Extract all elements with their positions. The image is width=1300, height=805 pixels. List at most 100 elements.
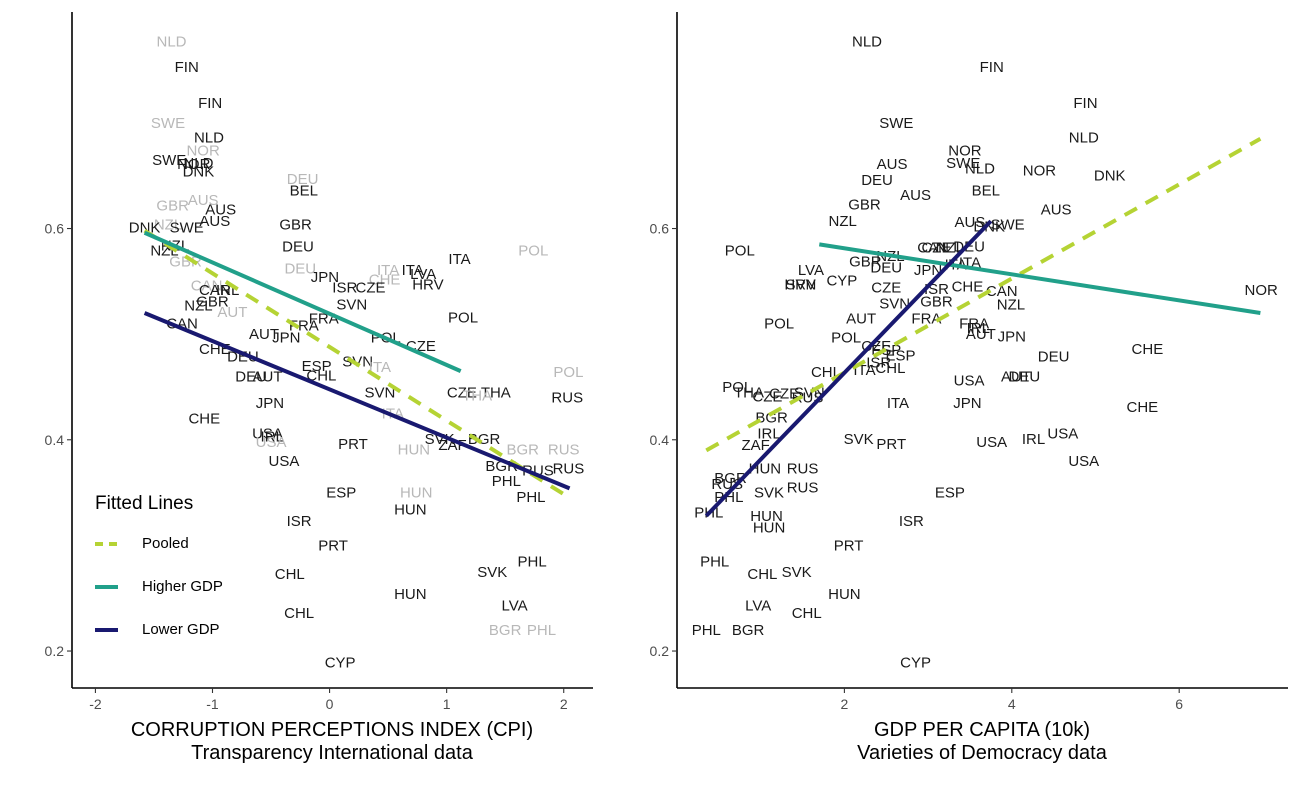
- point-label: CHL: [306, 367, 336, 384]
- point-label: BEL: [972, 183, 1000, 200]
- point-label: SVN: [785, 277, 816, 294]
- point-label: ITA: [887, 395, 909, 412]
- point-label: GBR: [848, 196, 881, 213]
- point-label: ESP: [935, 485, 965, 502]
- point-label: GBR: [169, 253, 202, 270]
- point-label: HUN: [828, 586, 861, 603]
- point-label: NOR: [1245, 282, 1279, 299]
- point-label: CYP: [325, 655, 356, 672]
- point-label: IRL: [1022, 431, 1045, 448]
- point-label: RUS: [787, 479, 819, 496]
- point-label: PHL: [518, 553, 547, 570]
- point-label: CHL: [284, 605, 314, 622]
- point-label: FIN: [198, 95, 222, 112]
- point-label: POL: [722, 379, 752, 396]
- point-label: SWE: [170, 220, 204, 237]
- point-label: ISR: [332, 280, 357, 297]
- point-label: CZE: [871, 280, 901, 297]
- legend-label-lower-gdp: Lower GDP: [142, 621, 220, 638]
- point-label: DEU: [861, 172, 893, 189]
- point-label: BGR: [755, 410, 788, 427]
- point-label: CYP: [900, 655, 931, 672]
- point-label: SVK: [425, 431, 455, 448]
- point-label: HUN: [398, 441, 431, 458]
- point-label: ISR: [899, 513, 924, 530]
- point-label: IRL: [261, 429, 284, 446]
- point-label: LVA: [745, 598, 771, 615]
- point-label: AUS: [955, 214, 986, 231]
- x-tick-label: 2: [560, 696, 568, 712]
- point-label: NLD: [1069, 130, 1099, 147]
- point-label: PHL: [700, 553, 729, 570]
- point-label: AUS: [199, 213, 230, 230]
- x-tick-label: -2: [89, 696, 102, 712]
- point-label: CAN: [917, 240, 949, 257]
- point-label: LVA: [798, 262, 824, 279]
- point-label: DEU: [870, 260, 902, 277]
- point-label: ISR: [866, 355, 891, 372]
- x-tick-label: 6: [1175, 696, 1183, 712]
- point-label: BEL: [290, 183, 318, 200]
- point-label: PRT: [338, 436, 368, 453]
- point-label: AUS: [900, 187, 931, 204]
- point-label: AUT: [1001, 368, 1031, 385]
- fitted-line-lower-gdp: [143, 311, 571, 491]
- point-label: JPN: [311, 269, 339, 286]
- x-tick-label: 2: [840, 696, 848, 712]
- point-label: DEU: [1038, 348, 1070, 365]
- point-label: CHL: [875, 360, 905, 377]
- point-label: SWE: [151, 115, 185, 132]
- x-axis-title-right: GDP PER CAPITA (10k): [874, 719, 1090, 741]
- fitted-line-higher-gdp: [143, 230, 462, 373]
- point-label: CHE: [188, 411, 220, 428]
- point-label: FRA: [959, 316, 989, 333]
- point-label: SVK: [844, 431, 874, 448]
- point-label: FIN: [175, 59, 199, 76]
- point-label: THA: [462, 387, 492, 404]
- point-label: DNK: [129, 220, 161, 237]
- point-label: LVA: [410, 266, 436, 283]
- point-label: SWE: [152, 152, 186, 169]
- point-label: GBR: [156, 197, 189, 214]
- point-label: CZE: [447, 384, 477, 401]
- point-label: GBR: [196, 293, 229, 310]
- point-label: AUS: [205, 202, 236, 219]
- point-label: GBR: [920, 293, 953, 310]
- point-label: CAN: [199, 282, 231, 299]
- point-label: CZE: [752, 389, 782, 406]
- point-label: CHE: [1132, 341, 1164, 358]
- point-label: LVA: [501, 598, 527, 615]
- point-label: NOR: [1023, 162, 1057, 179]
- point-label: NLD: [157, 34, 187, 51]
- point-label: ITA: [448, 251, 470, 268]
- point-label: NLD: [183, 155, 213, 172]
- point-label: BGR: [506, 441, 539, 458]
- point-label: PRT: [834, 537, 864, 554]
- x-tick-label: -1: [206, 696, 219, 712]
- point-label: USA: [1068, 453, 1099, 470]
- point-label: HUN: [394, 502, 427, 519]
- point-label: JPN: [256, 395, 284, 412]
- point-label: AUS: [1041, 202, 1072, 219]
- y-tick-label: 0.6: [650, 221, 670, 237]
- point-label: AUT: [846, 310, 876, 327]
- point-label: NOR: [186, 142, 220, 159]
- point-label: PHL: [527, 622, 556, 639]
- fitted-line-pooled: [705, 137, 1262, 453]
- y-tick-label: 0.6: [45, 221, 65, 237]
- point-label: USA: [256, 434, 287, 451]
- point-label: NZL: [154, 216, 182, 233]
- point-label: USA: [252, 425, 283, 442]
- point-label: GBR: [279, 216, 312, 233]
- point-label: POL: [831, 329, 861, 346]
- point-label: FRA: [911, 310, 941, 327]
- legend-label-higher-gdp: Higher GDP: [142, 578, 223, 595]
- point-label: JPN: [914, 262, 942, 279]
- point-label: NZL: [184, 298, 212, 315]
- point-label: AUT: [966, 326, 996, 343]
- point-label: ITA: [369, 359, 391, 376]
- point-label: THA: [734, 384, 764, 401]
- x-axis-subtitle-left: Transparency International data: [191, 742, 474, 764]
- point-label: AUT: [249, 326, 279, 343]
- point-label: RUS: [553, 460, 585, 477]
